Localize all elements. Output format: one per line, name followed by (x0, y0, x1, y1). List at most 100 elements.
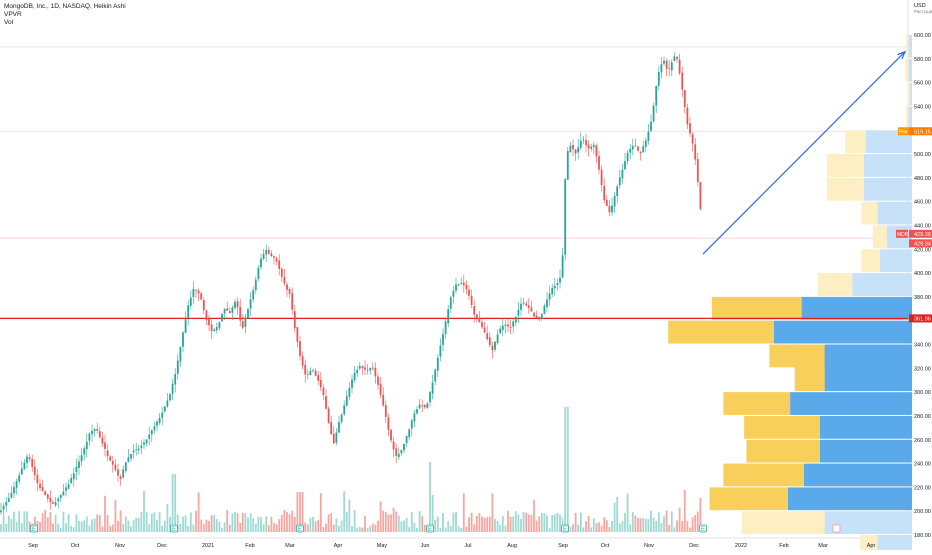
candle-body (444, 321, 447, 335)
candle-body (28, 457, 31, 460)
volume-profile-bar-down (744, 415, 820, 439)
candle-body (616, 186, 619, 196)
candle-body (184, 319, 187, 333)
candle-body (574, 149, 577, 154)
candle-body (611, 205, 613, 213)
volume-bar (473, 524, 476, 532)
candle-body (127, 457, 130, 462)
volume-bar (18, 511, 21, 532)
earnings-marker-label: E (701, 527, 705, 533)
candle-body (678, 59, 681, 74)
volume-bar (80, 521, 83, 532)
volume-bar (522, 512, 525, 532)
candle-body (158, 417, 161, 423)
candle-body (267, 249, 270, 254)
candle-body (657, 71, 660, 86)
candle-body (468, 289, 470, 296)
volume-bar (182, 516, 184, 532)
earnings-marker[interactable] (426, 524, 434, 533)
candle-body (559, 277, 561, 283)
candle-body (15, 481, 18, 488)
earnings-marker[interactable] (30, 524, 38, 533)
volume-bar (325, 523, 327, 532)
candle-body (353, 372, 356, 381)
volume-bar (52, 523, 54, 532)
candle-body (488, 337, 491, 345)
volume-bar (286, 511, 288, 532)
volume-bar (67, 514, 70, 532)
candle-body (338, 422, 340, 433)
volume-bar (608, 527, 611, 532)
candle-body (473, 305, 476, 315)
candle-body (192, 288, 195, 298)
candle-body (49, 497, 52, 503)
volume-bar (171, 474, 174, 532)
earnings-marker-label: E (298, 527, 302, 533)
poc-price-label-bg[interactable] (909, 314, 932, 323)
candle-body (377, 376, 379, 385)
volume-bar (577, 524, 580, 532)
price-tick-label: 560.00 (914, 81, 931, 87)
candle-body (226, 308, 229, 311)
volume-bar (455, 511, 457, 532)
candle-body (592, 144, 595, 148)
legend-indicator-vol[interactable]: Vol (4, 19, 14, 26)
volume-bar (616, 496, 619, 532)
candle-body (686, 107, 689, 125)
candle-body (0, 510, 2, 513)
candle-body (553, 285, 556, 289)
candle-body (561, 255, 564, 278)
volume-bar (590, 527, 593, 532)
candle-body (600, 169, 603, 186)
volume-bar (353, 510, 356, 532)
candle-body (39, 483, 41, 489)
volume-bar (65, 523, 67, 532)
legend-indicator-vpvr[interactable]: VPVR (4, 11, 22, 18)
event-marker[interactable] (832, 524, 841, 533)
current-price-label-2-bg[interactable] (909, 239, 932, 248)
candle-body (543, 306, 546, 314)
volume-profile-bar-up (909, 82, 912, 106)
candle-body (439, 345, 442, 357)
value-area-high-price-bg[interactable] (909, 127, 932, 136)
volume-profile-bar-down (906, 35, 909, 58)
volume-bar (306, 524, 309, 532)
candle-body (210, 324, 213, 332)
volume-bar (39, 522, 41, 532)
candle-body (93, 429, 96, 432)
volume-bar (460, 527, 463, 532)
earnings-marker-label: E (32, 527, 36, 533)
volume-bar (670, 511, 673, 532)
earnings-marker-label: E (563, 527, 567, 533)
candle-body (330, 422, 333, 435)
volume-bar (517, 514, 520, 532)
current-price-label-bg[interactable] (909, 229, 932, 238)
candle-body (689, 123, 691, 134)
projection-arrow-line[interactable] (702, 51, 906, 255)
price-tick-label: 420.00 (914, 247, 931, 253)
volume-bar (93, 518, 96, 532)
candle-body (41, 487, 44, 491)
candle-body (174, 374, 177, 385)
candle-body (585, 140, 587, 146)
volume-bar (46, 517, 49, 532)
volume-bar (15, 522, 18, 532)
volume-bar (421, 515, 424, 532)
earnings-marker[interactable] (561, 524, 569, 533)
volume-bar (109, 526, 112, 532)
volume-bar (543, 513, 546, 532)
candle-body (327, 408, 330, 423)
volume-bar (462, 493, 465, 532)
candle-body (213, 329, 216, 332)
volume-bar (13, 511, 15, 532)
legend-symbol[interactable]: MongoDB, Inc., 1D, NASDAQ, Heikin Ashi (4, 3, 126, 10)
earnings-marker[interactable] (699, 524, 707, 533)
volume-bar (226, 510, 229, 532)
volume-bar (301, 492, 304, 532)
candle-body (163, 406, 166, 412)
candle-body (72, 473, 75, 480)
earnings-marker[interactable] (296, 524, 304, 533)
earnings-marker[interactable] (170, 524, 178, 533)
